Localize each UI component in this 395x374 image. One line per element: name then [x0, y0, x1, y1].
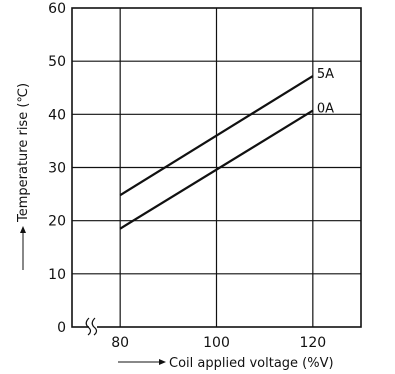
series-line-5a [119, 75, 314, 197]
x-tick-label: 100 [203, 335, 230, 351]
y-tick-label: 0 [57, 320, 66, 336]
series-line-0a [119, 109, 314, 230]
y-tick-label: 10 [48, 267, 66, 283]
axis-break-mark-left [85, 317, 92, 336]
y-axis-label: Temperature rise (℃) [16, 83, 31, 223]
y-tick-label: 30 [48, 161, 66, 177]
axis-break-gap [89, 318, 97, 336]
y-tick-labels: 0 10 20 30 40 50 60 [48, 1, 66, 336]
y-axis-label-group: Temperature rise (℃) [16, 83, 31, 270]
y-tick-label: 60 [48, 1, 66, 17]
x-axis-break [85, 317, 98, 336]
x-tick-label: 80 [111, 335, 129, 351]
series-label-0a: 0A [317, 102, 334, 117]
plot-frame [71, 7, 362, 328]
series-label-5a: 5A [317, 67, 334, 82]
series-labels: 5A 0A [317, 67, 334, 117]
x-axis-label-group: Coil applied voltage (%V) [118, 356, 334, 371]
grid [72, 8, 361, 327]
y-tick-label: 20 [48, 214, 66, 230]
x-tick-labels: 80 100 120 [111, 335, 326, 351]
y-tick-label: 40 [48, 107, 66, 123]
y-tick-label: 50 [48, 54, 66, 70]
y-axis-arrow-head [20, 226, 26, 233]
axis-break-mark-right [91, 317, 98, 336]
x-tick-label: 120 [299, 335, 326, 351]
series-lines [119, 75, 314, 230]
x-axis-arrow-head [159, 359, 166, 365]
x-axis-label: Coil applied voltage (%V) [169, 356, 334, 371]
